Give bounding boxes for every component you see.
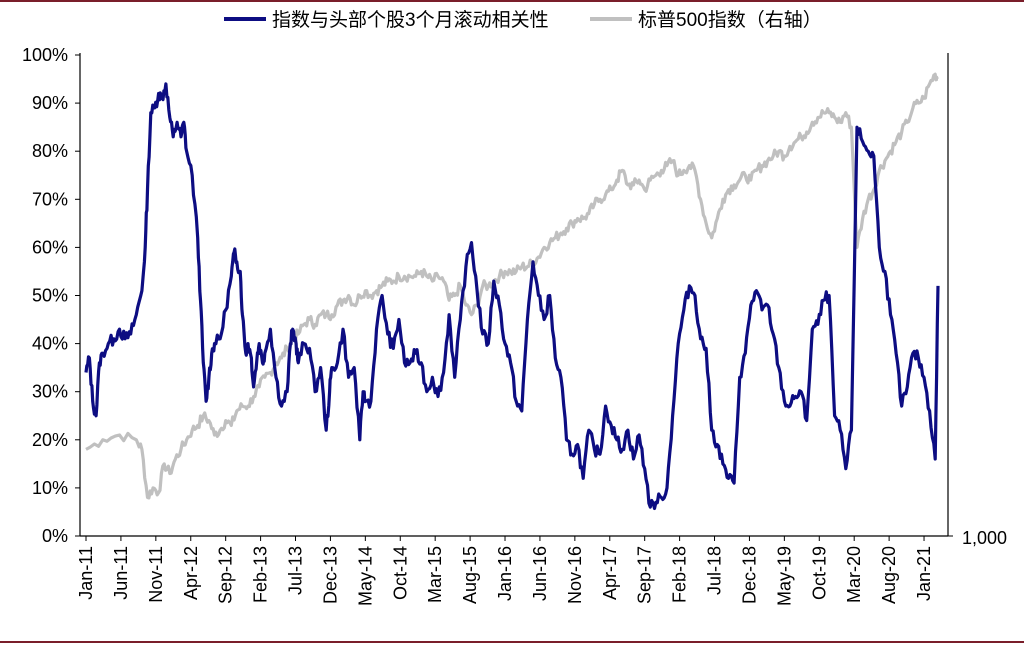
x-tick-label: Feb-18 — [670, 546, 690, 603]
series-line-sp500 — [85, 72, 939, 500]
y-left-tick-label: 90% — [32, 93, 68, 113]
x-tick-label: Dec-18 — [739, 546, 759, 604]
x-tick-label: Mar-15 — [425, 546, 445, 603]
x-tick-label: Jan-11 — [76, 546, 96, 600]
legend-label-sp500: 标普500指数（右轴） — [638, 9, 822, 31]
x-tick-label: Jun-11 — [111, 546, 131, 600]
x-tick-label: Sep-17 — [635, 546, 655, 604]
y-left-tick-label: 30% — [32, 382, 68, 402]
x-tick-label: Jan-21 — [914, 546, 934, 601]
series-line-correlation — [84, 82, 940, 511]
y-left-tick-label: 70% — [32, 189, 68, 209]
y-axis-left: 0% 10% 20% 30% 40% 50% 60% 70% 80% 90% 100% — [22, 45, 81, 546]
series-layer — [84, 72, 940, 511]
x-tick-label: May-14 — [355, 546, 375, 606]
y-left-tick-label: 40% — [32, 334, 68, 354]
y-left-tick-label: 80% — [32, 141, 68, 161]
x-tick-label: Jun-16 — [530, 546, 550, 601]
x-tick-label: Jan-16 — [495, 546, 515, 601]
y-left-tick-label: 50% — [32, 286, 68, 306]
x-tick-label: Apr-17 — [600, 546, 620, 600]
x-tick-label: Apr-12 — [181, 546, 201, 600]
x-tick-label: Nov-16 — [565, 546, 585, 604]
y-left-tick-label: 10% — [32, 478, 68, 498]
x-tick-label: Jul-13 — [286, 546, 306, 595]
top-rule — [0, 0, 1024, 2]
y-left-tick-label: 100% — [22, 45, 68, 65]
bottom-rule — [0, 641, 1024, 643]
x-tick-label: Oct-14 — [390, 546, 410, 600]
x-tick-label: Nov-11 — [146, 546, 166, 603]
x-tick-label: May-19 — [774, 546, 794, 606]
x-tick-label: Oct-19 — [809, 546, 829, 600]
x-tick-label: Aug-20 — [879, 546, 899, 604]
x-tick-label: Mar-20 — [844, 546, 864, 603]
x-axis: Jan-11 Jun-11 Nov-11 Apr-12 Sep-12 Feb-13 Jul-… — [76, 535, 948, 606]
x-tick-label: Sep-12 — [216, 546, 236, 604]
y-left-tick-label: 60% — [32, 237, 68, 257]
y-axis-right: 1,000 — [947, 53, 1007, 548]
legend-label-correlation: 指数与头部个股3个月滚动相关性 — [272, 9, 549, 31]
x-tick-label: Feb-13 — [251, 546, 271, 603]
legend: 指数与头部个股3个月滚动相关性 标普500指数（右轴） — [224, 9, 822, 31]
x-tick-label: Aug-15 — [460, 546, 480, 604]
y-left-tick-label: 20% — [32, 430, 68, 450]
y-right-tick-label: 1,000 — [962, 528, 1007, 548]
x-tick-label: Dec-13 — [320, 546, 340, 604]
y-left-tick-label: 0% — [42, 526, 68, 546]
x-tick-label: Jul-18 — [705, 546, 725, 595]
